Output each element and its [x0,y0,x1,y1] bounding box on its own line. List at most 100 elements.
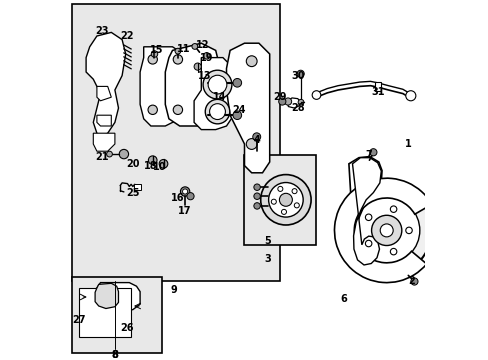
Bar [72,277,162,353]
Circle shape [232,78,241,87]
Text: 8: 8 [111,350,118,360]
Text: 19: 19 [200,53,213,63]
Bar [79,288,131,337]
Text: 3: 3 [264,254,271,264]
Circle shape [159,159,167,168]
Text: 20: 20 [126,159,140,169]
Circle shape [232,111,241,120]
Text: 18: 18 [144,161,158,171]
Text: 31: 31 [370,87,384,97]
Circle shape [405,91,415,101]
Circle shape [298,99,303,105]
Polygon shape [165,43,219,126]
Circle shape [284,98,291,105]
Polygon shape [93,133,115,151]
Circle shape [341,185,431,275]
Circle shape [365,214,371,221]
Text: 17: 17 [178,206,191,216]
Circle shape [186,193,194,200]
Polygon shape [86,32,125,137]
Circle shape [271,199,276,204]
Circle shape [410,278,417,285]
Text: 6: 6 [340,294,346,304]
Circle shape [353,197,419,264]
Polygon shape [348,157,381,253]
Circle shape [151,51,158,57]
Circle shape [203,70,231,99]
Circle shape [246,139,257,149]
Polygon shape [97,86,111,101]
Circle shape [380,224,392,237]
Text: 15: 15 [149,45,163,55]
Circle shape [365,240,371,247]
Circle shape [311,91,320,99]
Circle shape [208,75,226,94]
Circle shape [253,193,260,199]
Circle shape [405,227,411,234]
Circle shape [182,189,187,194]
Circle shape [371,215,401,246]
Text: 23: 23 [95,26,109,36]
Text: 25: 25 [126,188,140,198]
Circle shape [194,63,201,70]
Polygon shape [97,115,111,126]
Text: 13: 13 [198,71,211,81]
Polygon shape [95,283,118,309]
Polygon shape [286,98,300,108]
Bar [72,4,280,281]
Polygon shape [194,58,233,130]
Text: 26: 26 [121,323,134,333]
Circle shape [389,206,396,212]
Circle shape [278,98,285,105]
Circle shape [253,184,260,190]
Circle shape [277,186,282,192]
Circle shape [192,44,197,49]
Text: 2: 2 [407,276,414,286]
Circle shape [173,105,182,114]
Circle shape [294,203,299,208]
Circle shape [148,156,157,165]
Polygon shape [140,47,186,126]
Circle shape [291,189,297,194]
Text: 29: 29 [273,92,286,102]
Text: 30: 30 [291,71,305,81]
Text: 1: 1 [404,139,411,149]
Polygon shape [89,283,140,311]
Text: 12: 12 [196,40,209,50]
Text: 4: 4 [253,135,260,145]
Text: 21: 21 [95,152,109,162]
Circle shape [389,248,396,255]
Text: 28: 28 [291,103,305,113]
Text: 16: 16 [171,193,184,203]
Circle shape [253,203,260,209]
Circle shape [203,53,209,59]
Text: 10: 10 [153,162,166,172]
Circle shape [296,70,304,77]
Circle shape [205,99,229,124]
Text: 22: 22 [121,31,134,41]
Text: 7: 7 [365,150,371,160]
Text: 9: 9 [171,285,177,295]
Circle shape [209,104,225,120]
Circle shape [260,175,310,225]
Text: 11: 11 [176,44,190,54]
Bar [374,82,380,91]
Polygon shape [226,43,269,173]
Circle shape [106,151,112,157]
Bar [134,184,141,190]
Text: 14: 14 [212,92,225,102]
Circle shape [148,105,157,114]
Circle shape [148,55,157,64]
Wedge shape [334,178,431,283]
Text: 27: 27 [72,315,85,325]
Text: 24: 24 [232,105,245,115]
Polygon shape [352,158,381,265]
Circle shape [119,149,128,159]
Circle shape [175,48,181,54]
Circle shape [246,56,257,67]
Circle shape [268,183,303,217]
Circle shape [173,55,182,64]
Circle shape [279,193,292,206]
Text: 5: 5 [264,236,271,246]
Bar [244,155,316,245]
